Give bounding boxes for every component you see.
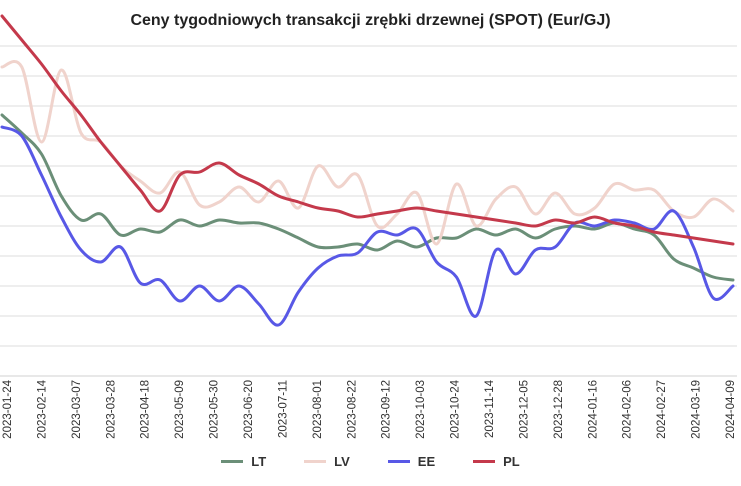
legend-swatch-lt — [221, 460, 244, 463]
gridlines — [0, 45, 737, 347]
legend-item-pl: PL — [473, 454, 520, 469]
x-tick-label: 2023-07-11 — [277, 380, 289, 438]
legend-label-ee: EE — [417, 454, 436, 469]
chart-legend: LT LV EE PL — [0, 454, 741, 469]
x-tick-label: 2023-11-14 — [484, 379, 496, 438]
x-tick-label: 2023-09-12 — [381, 380, 393, 439]
series-line-pl — [0, 14, 735, 246]
x-tick-label: 2023-12-28 — [553, 380, 565, 439]
chart-title: Ceny tygodniowych transakcji zrębki drze… — [130, 12, 611, 29]
legend-label-pl: PL — [503, 454, 520, 469]
x-tick-label: 2023-03-07 — [71, 380, 83, 439]
x-tick-label: 2023-05-30 — [209, 380, 221, 439]
x-tick-label: 2023-06-20 — [243, 380, 255, 439]
x-tick-label: 2023-02-14 — [36, 379, 48, 438]
x-tick-label: 2023-04-18 — [140, 380, 152, 439]
x-tick-label: 2024-01-16 — [587, 380, 599, 439]
x-tick-label: 2023-01-24 — [2, 379, 14, 438]
x-tick-label: 2024-02-27 — [656, 380, 668, 439]
legend-item-lv: LV — [304, 454, 350, 469]
series-line-ee — [0, 125, 735, 327]
x-tick-label: 2023-10-03 — [415, 380, 427, 439]
x-tick-label: 2023-08-22 — [346, 380, 358, 439]
legend-swatch-lv — [304, 460, 327, 463]
legend-item-lt: LT — [221, 454, 266, 469]
legend-label-lt: LT — [251, 454, 267, 469]
legend-swatch-pl — [473, 460, 496, 463]
legend-label-lv: LV — [334, 454, 350, 469]
x-tick-label: 2024-04-09 — [725, 380, 737, 439]
x-tick-labels: 2023-01-24 2023-02-14 2023-03-07 2023-03-28… — [2, 379, 737, 438]
legend-item-ee: EE — [387, 454, 436, 469]
legend-swatch-ee — [387, 460, 410, 463]
x-tick-label: 2024-02-06 — [622, 380, 634, 439]
x-tick-label: 2023-03-28 — [105, 380, 117, 439]
x-tick-label: 2023-10-24 — [450, 379, 462, 438]
x-tick-label: 2023-12-05 — [518, 380, 530, 439]
x-tick-label: 2024-03-19 — [691, 380, 703, 439]
x-tick-label: 2023-05-09 — [174, 380, 186, 439]
x-tick-label: 2023-08-01 — [312, 380, 324, 439]
series-group — [0, 14, 735, 327]
